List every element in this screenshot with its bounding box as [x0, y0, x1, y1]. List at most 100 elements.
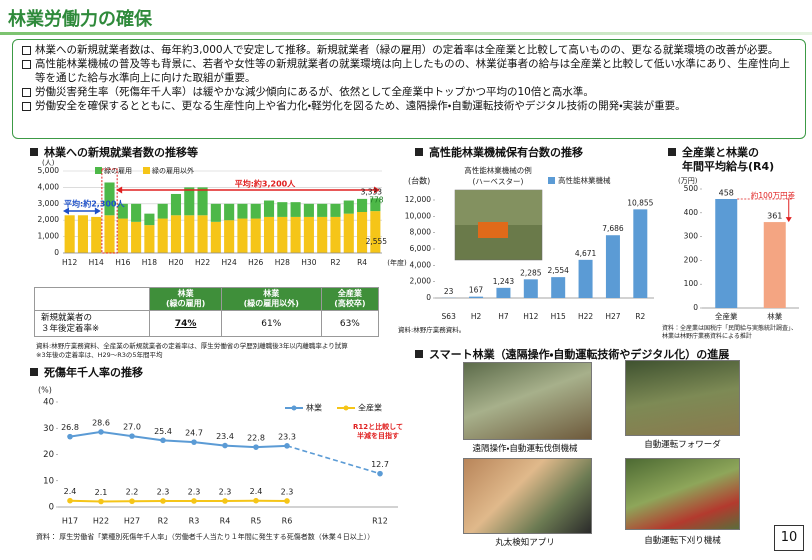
section-title: 高性能林業機械保有台数の推移 — [415, 146, 583, 160]
row-label: 新規就業者の ３年後定着率※ — [33, 310, 151, 337]
header-cell: 林業 (緑の雇用以外) — [220, 286, 322, 312]
bar-segment — [303, 203, 314, 217]
bar-segment — [131, 221, 142, 253]
bar-segment — [157, 218, 168, 253]
bar-segment — [184, 215, 195, 253]
bar-segment — [343, 200, 354, 214]
value-label: 2,554 — [547, 266, 569, 275]
marker — [668, 148, 676, 156]
photo-caption: 遠隔操作・自動運転伐倒機械 — [472, 444, 578, 454]
bar — [763, 222, 786, 308]
y-tick-label: 30 — [43, 424, 54, 434]
x-tick-label: R2 — [330, 258, 340, 267]
annotation: 約100万円差 — [751, 190, 796, 200]
legend-swatch — [548, 177, 555, 184]
source: 資料： 厚生労働省「業種別死傷年千人率」（労働者千人当たり１年間に発生する死傷者… — [36, 533, 375, 541]
bullet: 労働安全を確保するとともに、更なる生産性向上や省力化・軽労化を図るため、遠隔操作… — [21, 99, 797, 113]
value-label: 361 — [767, 212, 782, 221]
arrow-head — [116, 186, 123, 194]
bar-segment — [357, 212, 368, 253]
y-unit: (%) — [38, 386, 52, 395]
header-cell: 全産業 (高校卒) — [320, 286, 380, 312]
bar-segment — [77, 215, 88, 253]
bar-segment — [237, 203, 248, 219]
bar-segment — [197, 187, 208, 216]
section-text: 林業への新規就業者数の推移等 — [44, 146, 198, 159]
value-label: 458 — [719, 188, 734, 197]
bar-segment — [370, 211, 381, 253]
x-tick-label: H27 — [124, 517, 140, 526]
y-unit: (万円) — [678, 177, 698, 185]
legend-marker — [291, 405, 297, 411]
bar-segment — [210, 203, 221, 222]
bar-segment — [370, 198, 381, 212]
page-title: 林業労働力の確保 — [8, 9, 152, 30]
page-number: 10 — [774, 525, 804, 551]
value-label: 23 — [444, 287, 454, 296]
note-text: ※3年後の定着率は、H29～R3の5年間平均 — [36, 351, 163, 359]
x-tick-label: H27 — [605, 312, 620, 321]
header-text: 林業 — [177, 289, 194, 299]
value-label: 2.3 — [219, 487, 232, 496]
y-tick-label: 500 — [684, 184, 699, 193]
arrow-head — [374, 186, 380, 194]
bar — [633, 209, 648, 298]
value-label: 25.4 — [154, 427, 172, 436]
x-tick-label: H15 — [551, 312, 566, 321]
photo-caption: 丸太検知アプリ — [495, 538, 555, 548]
y-tick-label: 0 — [54, 248, 59, 257]
bar-segment — [184, 187, 195, 216]
x-tick-label: H7 — [498, 312, 509, 321]
arrow-head — [63, 207, 69, 215]
bullet: 高性能林業機械の普及等も背景に、若者や女性等の新規就業者の就業環境は向上したもの… — [21, 57, 797, 85]
photo-caption: 高性能林業機械の例 — [464, 165, 532, 175]
x-tick-label: H22 — [578, 312, 593, 321]
y-tick-label: 4,000 — [410, 260, 432, 269]
value-label: 778 — [369, 196, 384, 205]
table-header: 林業 (緑の雇用) 林業 (緑の雇用以外) 全産業 (高校卒) — [33, 286, 380, 312]
point — [253, 497, 259, 504]
x-tick-label: H22 — [93, 517, 109, 526]
y-tick-label: 40 — [43, 398, 54, 408]
bar-segment — [250, 218, 261, 253]
y-tick-label: 20 — [43, 450, 54, 460]
plot-area — [63, 171, 382, 253]
y-tick-label: 100 — [684, 279, 699, 288]
y-unit: (台数) — [408, 176, 430, 186]
y-tick-label: 10 — [43, 476, 54, 486]
section-title: 林業への新規就業者数の推移等 — [30, 146, 198, 160]
marker — [30, 148, 38, 156]
point — [191, 439, 197, 445]
point — [284, 443, 290, 449]
x-tick-label: H2 — [471, 312, 482, 321]
bar-segment — [131, 203, 142, 222]
bullet: 林業への新規就業者数は、毎年約3,000人で安定して推移。新規就業者（緑の雇用）… — [21, 43, 797, 57]
x-tick-label: H18 — [142, 258, 157, 267]
bar-segment — [170, 193, 182, 216]
value-label: 167 — [469, 286, 484, 295]
series-line — [69, 499, 288, 503]
marker — [415, 148, 423, 156]
value-label: 24.7 — [185, 429, 203, 438]
legend-swatch — [143, 167, 150, 174]
value-label: 23.4 — [216, 432, 234, 441]
y-tick-label: 200 — [684, 255, 699, 264]
photo-detail — [455, 190, 542, 225]
table-note: 資料:林野庁業務資料、全産業の新規就業者の定着率は、厚生労働省の学歴別離職後3年… — [36, 342, 348, 360]
point — [98, 429, 104, 435]
bar — [578, 259, 593, 298]
chart-machines: 0 2,000 4,000 6,000 8,000 10,000 12,000 (台数) 高性能… — [405, 165, 654, 321]
value-label: 26.8 — [61, 423, 79, 432]
bar-segment — [91, 216, 102, 253]
bar-segment — [343, 213, 354, 253]
x-tick-label: 林業 — [767, 311, 782, 321]
y-tick-label: 10,000 — [405, 211, 431, 220]
series-line — [69, 430, 288, 449]
projection-line — [286, 445, 381, 475]
value-label: 1,243 — [493, 277, 515, 286]
y-tick-label: 6,000 — [410, 244, 432, 253]
x-tick-label: R6 — [282, 517, 293, 526]
highlight-box — [101, 168, 118, 254]
legend-label: 高性能林業機械 — [558, 175, 611, 185]
x-tick-label: R12 — [372, 517, 388, 526]
